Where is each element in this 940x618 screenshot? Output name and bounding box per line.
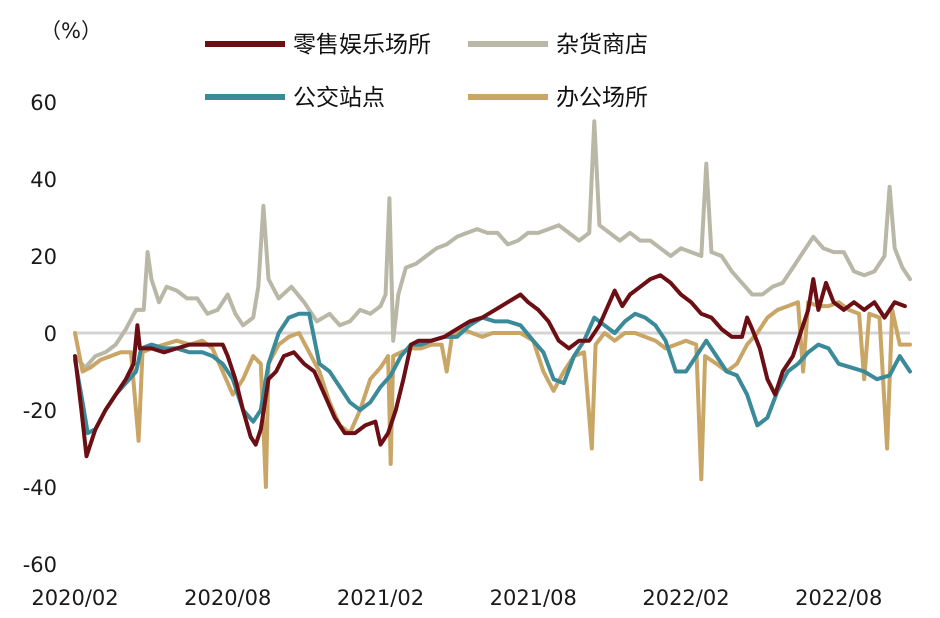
legend: 零售娱乐场所 杂货商店 公交站点 办公场所	[205, 32, 648, 111]
y-tick-label: 60	[30, 91, 57, 115]
legend-label-workplace: 办公场所	[556, 85, 648, 111]
y-unit-label: （%）	[40, 19, 102, 43]
y-tick-label: 40	[30, 168, 57, 192]
y-tick-label: -20	[23, 399, 57, 423]
y-tick-label: 0	[44, 322, 57, 346]
x-tick-label: 2021/08	[490, 586, 577, 610]
series-line-grocery	[73, 119, 912, 370]
x-axis-ticks: 2020/02 2020/08 2021/02 2021/08 2022/02 2022/…	[31, 586, 882, 610]
series-line-retail	[73, 273, 907, 459]
x-tick-label: 2022/02	[642, 586, 729, 610]
y-tick-label: -40	[23, 476, 57, 500]
x-tick-label: 2022/08	[795, 586, 882, 610]
y-tick-label: -60	[23, 553, 57, 577]
legend-label-retail: 零售娱乐场所	[293, 32, 431, 58]
y-axis-ticks: 60 40 20 0 -20 -40 -60	[23, 91, 57, 577]
y-tick-label: 20	[30, 245, 57, 269]
x-tick-label: 2020/02	[31, 586, 118, 610]
x-tick-label: 2021/02	[337, 586, 424, 610]
x-tick-label: 2020/08	[184, 586, 271, 610]
series-line-workplace	[73, 300, 912, 489]
legend-label-grocery: 杂货商店	[556, 32, 648, 58]
series-lines	[73, 119, 912, 489]
legend-label-transit: 公交站点	[293, 85, 385, 111]
